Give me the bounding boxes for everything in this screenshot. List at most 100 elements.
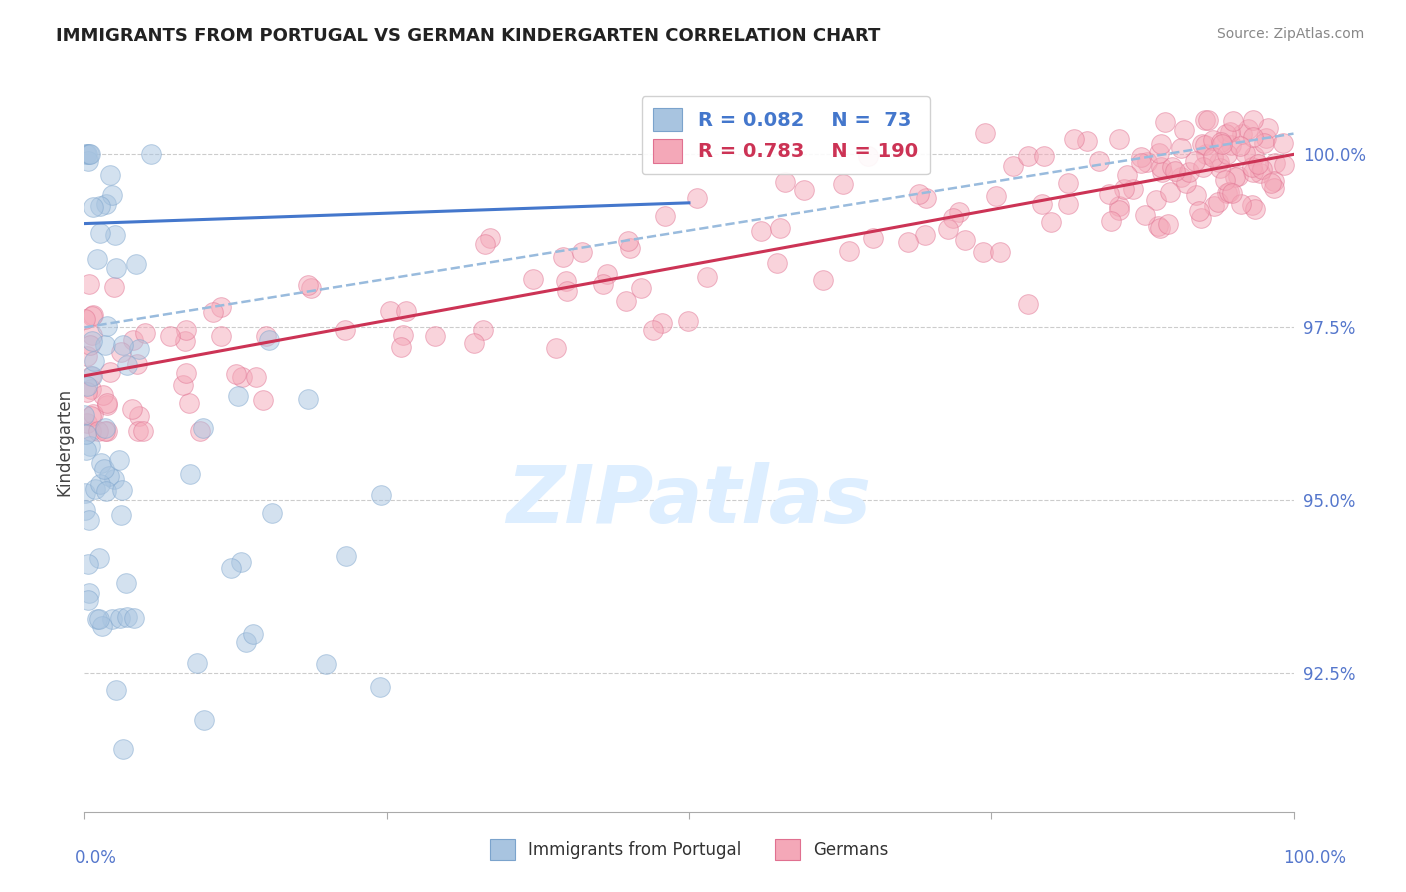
Point xyxy=(1202,149,1225,163)
Point xyxy=(766,256,789,270)
Point xyxy=(1226,169,1249,183)
Point xyxy=(862,231,884,245)
Point xyxy=(472,323,495,337)
Point xyxy=(793,183,815,197)
Point xyxy=(122,611,145,625)
Point xyxy=(1088,154,1111,169)
Point xyxy=(103,472,125,486)
Point xyxy=(391,328,413,343)
Point xyxy=(75,312,97,326)
Point xyxy=(125,358,148,372)
Point xyxy=(696,270,718,285)
Point xyxy=(988,245,1011,260)
Point xyxy=(370,488,392,502)
Point xyxy=(973,126,995,140)
Point xyxy=(77,558,100,572)
Point xyxy=(1219,125,1241,139)
Point xyxy=(1218,185,1240,199)
Point xyxy=(1149,220,1171,235)
Point xyxy=(83,482,105,496)
Point xyxy=(108,610,131,624)
Point xyxy=(1178,165,1201,179)
Point xyxy=(174,334,197,348)
Point xyxy=(1194,112,1216,127)
Point xyxy=(1114,182,1136,196)
Point xyxy=(94,338,117,352)
Point xyxy=(97,469,120,483)
Point xyxy=(209,300,232,314)
Point xyxy=(1220,186,1243,201)
Point xyxy=(1229,197,1251,211)
Point xyxy=(1215,147,1237,161)
Point xyxy=(122,333,145,347)
Point xyxy=(423,329,446,343)
Point xyxy=(87,612,110,626)
Text: IMMIGRANTS FROM PORTUGAL VS GERMAN KINDERGARTEN CORRELATION CHART: IMMIGRANTS FROM PORTUGAL VS GERMAN KINDE… xyxy=(56,27,880,45)
Point xyxy=(209,329,232,343)
Point xyxy=(813,272,835,286)
Point xyxy=(1154,115,1177,129)
Point xyxy=(1108,202,1130,217)
Point xyxy=(1163,163,1185,178)
Point xyxy=(1133,208,1156,222)
Point xyxy=(651,317,673,331)
Point xyxy=(77,147,100,161)
Point xyxy=(1150,137,1173,152)
Point xyxy=(77,154,100,169)
Point xyxy=(77,277,100,291)
Point xyxy=(110,508,132,523)
Point xyxy=(686,191,709,205)
Point xyxy=(128,409,150,423)
Point xyxy=(79,439,101,453)
Point xyxy=(897,235,920,249)
Point xyxy=(89,477,111,491)
Point xyxy=(297,392,319,406)
Point xyxy=(139,146,162,161)
Point xyxy=(125,257,148,271)
Point xyxy=(229,555,252,569)
Point xyxy=(1241,164,1264,178)
Point xyxy=(76,349,98,363)
Point xyxy=(1017,149,1039,163)
Point xyxy=(225,367,247,381)
Point xyxy=(838,244,860,259)
Point xyxy=(1232,128,1254,142)
Point xyxy=(614,294,637,309)
Point xyxy=(75,503,97,517)
Point xyxy=(235,635,257,649)
Point xyxy=(463,335,485,350)
Point xyxy=(571,244,593,259)
Point xyxy=(1213,172,1236,186)
Point xyxy=(1122,181,1144,195)
Point xyxy=(942,211,965,225)
Point xyxy=(1076,134,1098,148)
Point xyxy=(80,369,103,384)
Point xyxy=(1001,159,1024,173)
Point xyxy=(179,467,201,482)
Point xyxy=(191,421,214,435)
Point xyxy=(242,626,264,640)
Point xyxy=(773,175,796,189)
Point xyxy=(127,424,149,438)
Point xyxy=(389,340,412,354)
Point xyxy=(121,402,143,417)
Point xyxy=(259,333,281,347)
Point xyxy=(100,612,122,626)
Point xyxy=(1150,165,1173,179)
Point xyxy=(1159,185,1181,199)
Point xyxy=(1237,122,1260,136)
Point xyxy=(1184,154,1206,169)
Point xyxy=(1206,195,1229,210)
Point xyxy=(936,221,959,235)
Point xyxy=(1263,174,1285,188)
Point xyxy=(159,329,181,343)
Point xyxy=(908,187,931,202)
Point xyxy=(831,177,853,191)
Point xyxy=(984,189,1007,203)
Point xyxy=(111,338,134,352)
Point xyxy=(1202,199,1225,213)
Point xyxy=(226,388,249,402)
Point xyxy=(1194,138,1216,153)
Point xyxy=(80,424,103,438)
Point xyxy=(87,424,110,438)
